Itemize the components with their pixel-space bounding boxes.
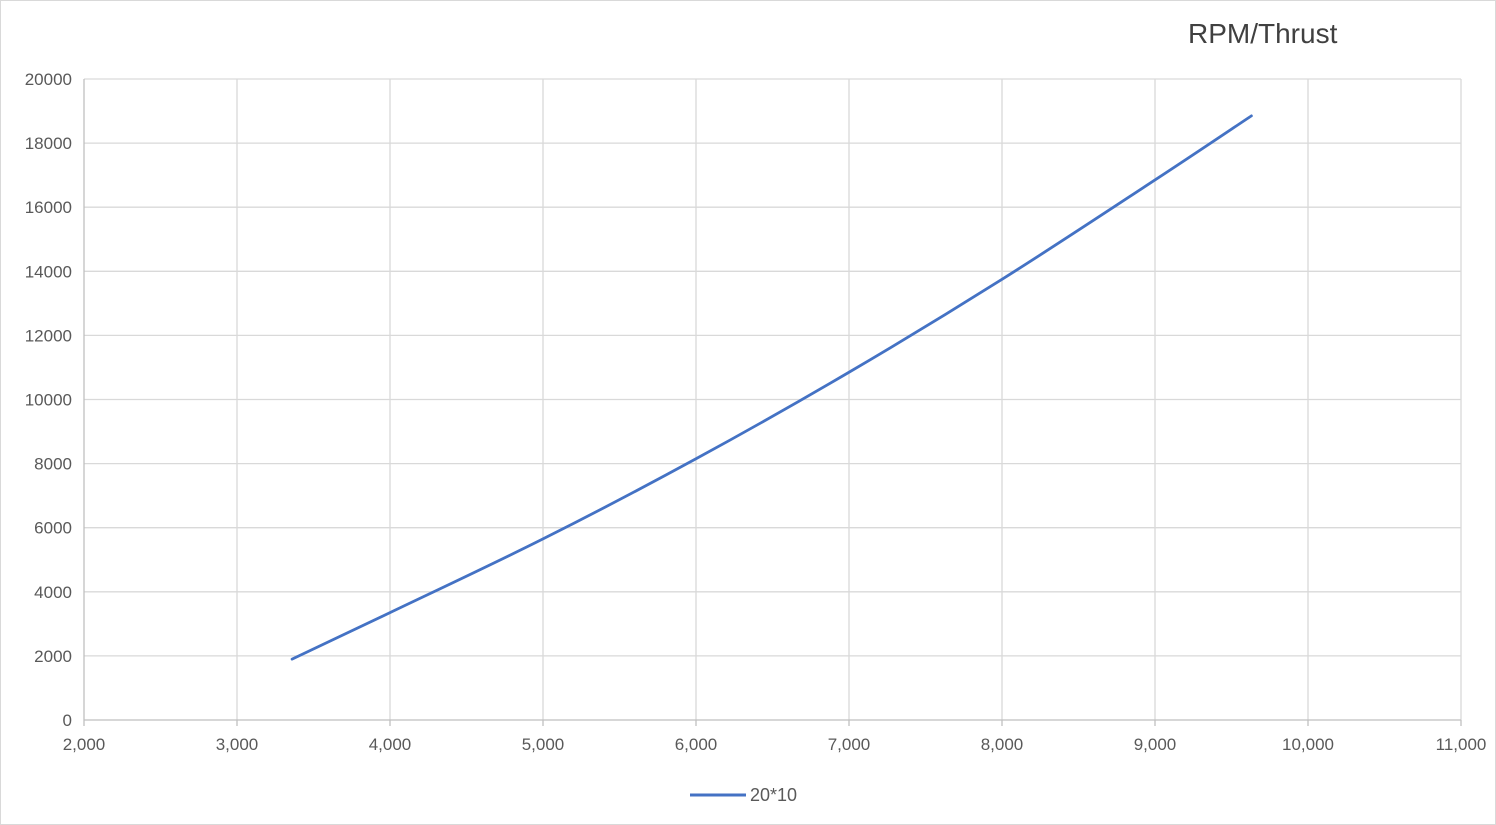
x-tick-label: 6,000 (675, 735, 718, 754)
axis-lines (83, 79, 1462, 726)
y-axis-tick-labels: 0 2000 4000 6000 8000 10000 12000 14000 16000 180… (25, 70, 72, 730)
y-tick-label: 8000 (34, 455, 72, 474)
x-tick-label: 4,000 (369, 735, 412, 754)
x-tick-label: 11,000 (1436, 735, 1487, 754)
x-tick-label: 10,000 (1282, 735, 1334, 754)
y-tick-label: 16000 (25, 198, 72, 217)
legend-label: 20*10 (750, 785, 797, 805)
y-tick-label: 14000 (25, 262, 72, 281)
x-tick-label: 8,000 (981, 735, 1024, 754)
y-tick-label: 18000 (25, 134, 72, 153)
y-tick-label: 12000 (25, 326, 72, 345)
x-tick-label: 7,000 (828, 735, 871, 754)
series-line (290, 114, 1253, 661)
x-tick-label: 9,000 (1134, 735, 1177, 754)
x-tick-label: 2,000 (63, 735, 106, 754)
x-tick-label: 3,000 (216, 735, 259, 754)
x-tick-label: 5,000 (522, 735, 565, 754)
horizontal-gridlines (84, 78, 1461, 657)
chart-title: RPM/Thrust (1188, 18, 1338, 49)
y-tick-label: 10000 (25, 391, 72, 410)
y-tick-label: 2000 (34, 647, 72, 666)
series-layer (290, 114, 1253, 661)
y-tick-label: 20000 (25, 70, 72, 89)
x-axis-tick-labels: 2,000 3,000 4,000 5,000 6,000 7,000 8,000 9,000… (63, 735, 1487, 754)
y-tick-label: 4000 (34, 583, 72, 602)
y-tick-label: 0 (63, 711, 72, 730)
legend: 20*10 (690, 785, 797, 805)
y-tick-label: 6000 (34, 519, 72, 538)
